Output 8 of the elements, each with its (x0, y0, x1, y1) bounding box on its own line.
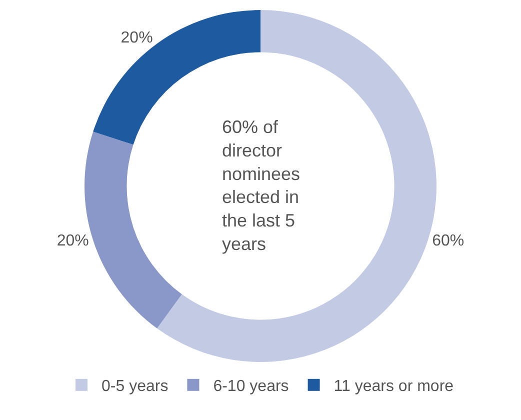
legend-label: 11 years or more (334, 378, 454, 396)
data-label: 20% (56, 232, 89, 250)
data-label: 60% (432, 232, 464, 250)
data-label: 20% (120, 30, 153, 47)
legend-label: 6-10 years (213, 378, 289, 396)
legend-label: 0-5 years (102, 378, 168, 396)
donut-slice (93, 10, 260, 145)
text: 60% of director nominees elected in the last 5 years (222, 117, 300, 254)
